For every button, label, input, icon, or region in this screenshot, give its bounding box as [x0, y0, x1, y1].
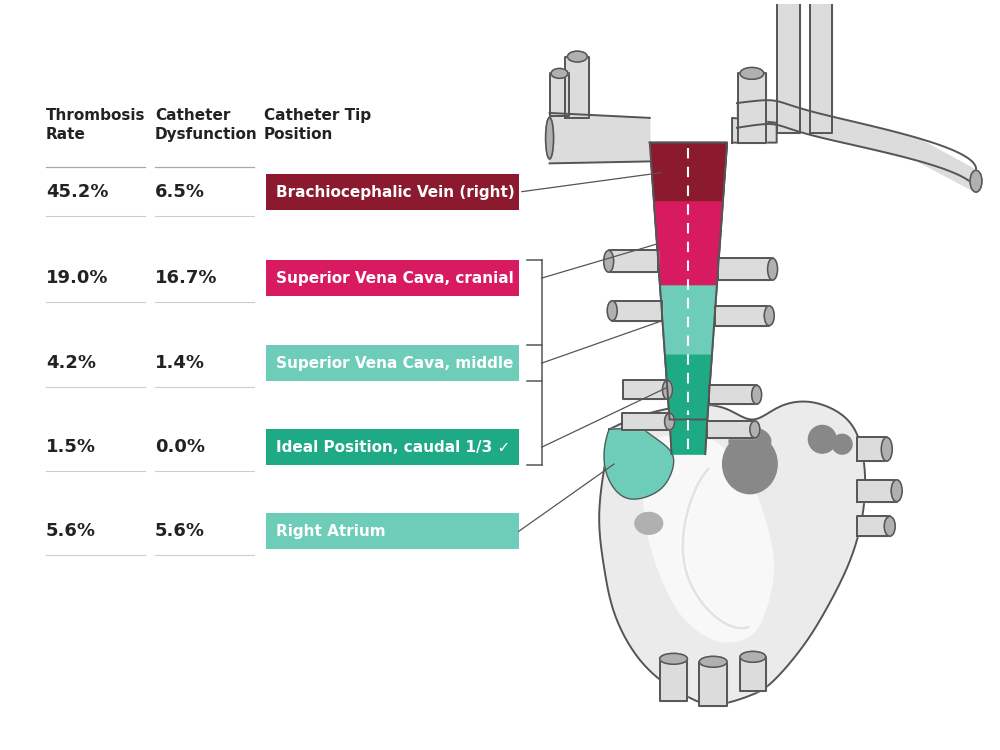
- Polygon shape: [740, 657, 766, 692]
- Ellipse shape: [768, 258, 778, 280]
- Polygon shape: [654, 202, 723, 286]
- Ellipse shape: [729, 427, 771, 455]
- Polygon shape: [732, 118, 777, 142]
- Ellipse shape: [607, 301, 617, 320]
- Polygon shape: [612, 301, 662, 320]
- FancyBboxPatch shape: [266, 514, 519, 549]
- FancyBboxPatch shape: [266, 260, 519, 296]
- Ellipse shape: [546, 118, 554, 159]
- Ellipse shape: [970, 170, 982, 192]
- Polygon shape: [707, 421, 755, 438]
- Ellipse shape: [551, 68, 568, 78]
- Polygon shape: [857, 437, 887, 461]
- Ellipse shape: [635, 512, 663, 534]
- Text: 4.2%: 4.2%: [46, 354, 96, 372]
- Ellipse shape: [723, 434, 777, 494]
- Polygon shape: [737, 101, 976, 192]
- Text: 16.7%: 16.7%: [155, 269, 217, 287]
- Ellipse shape: [740, 652, 766, 662]
- Text: 5.6%: 5.6%: [155, 522, 205, 540]
- Text: 6.5%: 6.5%: [155, 183, 205, 201]
- Ellipse shape: [881, 437, 892, 461]
- Circle shape: [808, 425, 836, 453]
- Text: Catheter Tip
Position: Catheter Tip Position: [264, 108, 371, 142]
- Text: Thrombosis
Rate: Thrombosis Rate: [46, 108, 145, 142]
- Text: Right Atrium: Right Atrium: [276, 524, 386, 538]
- Text: Superior Vena Cava, cranial 1/3: Superior Vena Cava, cranial 1/3: [276, 271, 546, 286]
- Polygon shape: [699, 662, 727, 706]
- Ellipse shape: [662, 380, 672, 399]
- Polygon shape: [644, 431, 773, 642]
- Ellipse shape: [752, 386, 762, 404]
- Polygon shape: [715, 306, 769, 326]
- Polygon shape: [660, 286, 717, 356]
- Polygon shape: [738, 74, 766, 142]
- Text: Superior Vena Cava, middle 1/3: Superior Vena Cava, middle 1/3: [276, 356, 545, 370]
- Ellipse shape: [764, 306, 774, 326]
- FancyBboxPatch shape: [266, 345, 519, 381]
- Polygon shape: [550, 74, 569, 116]
- Ellipse shape: [660, 653, 687, 664]
- Text: 45.2%: 45.2%: [46, 183, 108, 201]
- Text: Catheter
Dysfunction: Catheter Dysfunction: [155, 108, 258, 142]
- Ellipse shape: [750, 421, 760, 438]
- Text: 1.5%: 1.5%: [46, 438, 96, 456]
- Ellipse shape: [604, 251, 614, 272]
- Polygon shape: [670, 419, 707, 454]
- FancyBboxPatch shape: [266, 174, 519, 210]
- FancyBboxPatch shape: [266, 430, 519, 465]
- Polygon shape: [604, 427, 674, 499]
- Ellipse shape: [665, 413, 675, 430]
- Polygon shape: [565, 56, 589, 118]
- Polygon shape: [718, 258, 773, 280]
- Polygon shape: [660, 658, 687, 701]
- Polygon shape: [622, 413, 670, 430]
- Text: 0.0%: 0.0%: [155, 438, 205, 456]
- Polygon shape: [665, 356, 712, 419]
- Polygon shape: [650, 142, 727, 202]
- Ellipse shape: [891, 480, 902, 502]
- Polygon shape: [857, 517, 890, 536]
- Polygon shape: [810, 0, 832, 133]
- Ellipse shape: [884, 517, 895, 536]
- Circle shape: [832, 434, 852, 454]
- Polygon shape: [623, 380, 667, 399]
- Ellipse shape: [567, 51, 587, 62]
- Polygon shape: [650, 142, 727, 419]
- Text: 5.6%: 5.6%: [46, 522, 96, 540]
- Polygon shape: [550, 113, 650, 164]
- Ellipse shape: [699, 656, 727, 668]
- Polygon shape: [709, 386, 757, 404]
- Ellipse shape: [740, 68, 764, 80]
- Text: Brachiocephalic Vein (right): Brachiocephalic Vein (right): [276, 184, 515, 200]
- Text: 19.0%: 19.0%: [46, 269, 108, 287]
- Polygon shape: [599, 401, 865, 705]
- Polygon shape: [609, 251, 658, 272]
- Polygon shape: [857, 480, 897, 502]
- Text: 1.4%: 1.4%: [155, 354, 205, 372]
- Text: Ideal Position, caudal 1/3 ✓: Ideal Position, caudal 1/3 ✓: [276, 440, 510, 454]
- Polygon shape: [777, 0, 800, 133]
